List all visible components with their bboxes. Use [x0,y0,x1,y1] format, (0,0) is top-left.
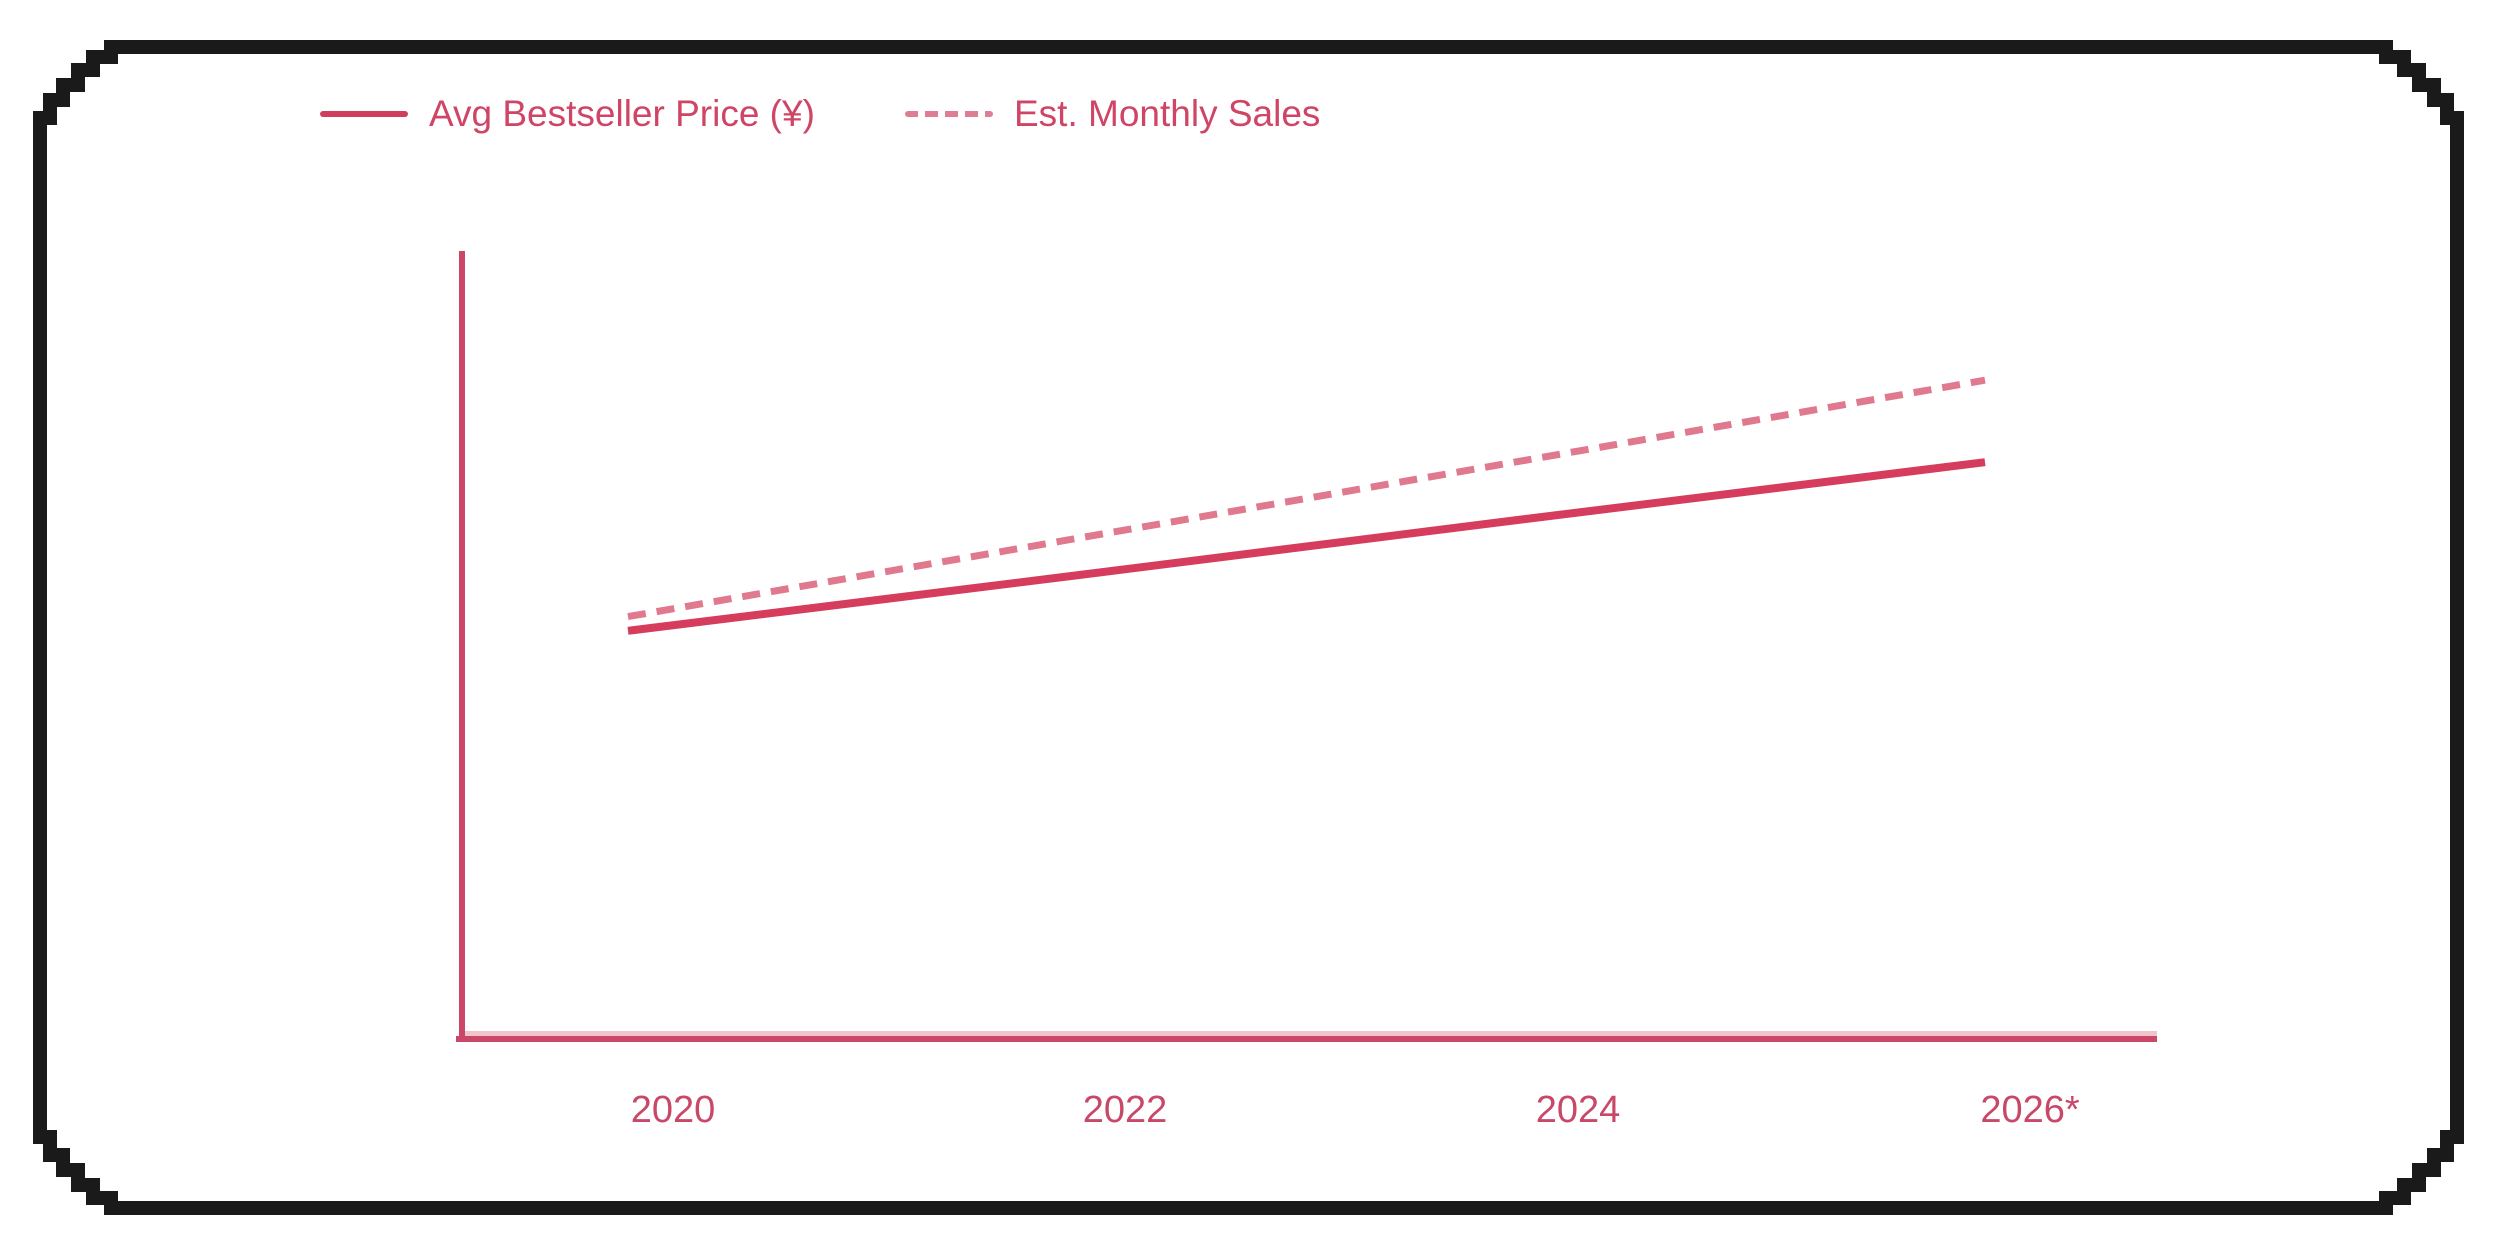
legend-solid-line-swatch [320,111,408,117]
x-tick-label-2022: 2022 [1082,1089,1168,1131]
series-line-dashed [627,376,1986,621]
x-tick-label-2024: 2024 [1535,1089,1621,1131]
legend-label: Avg Bestseller Price (¥) [429,93,815,134]
x-tick-label-2020: 2020 [630,1089,716,1131]
series-line-solid [627,458,1986,635]
legend-dashed-line-swatch [905,111,993,117]
legend-label: Est. Monthly Sales [1014,93,1321,134]
x-tick-label-2026: 2026* [1980,1089,2080,1131]
legend-item-est-monthly-sales: Est. Monthly Sales [905,88,1320,140]
legend-item-avg-bestseller-price: Avg Bestseller Price (¥) [320,88,815,140]
